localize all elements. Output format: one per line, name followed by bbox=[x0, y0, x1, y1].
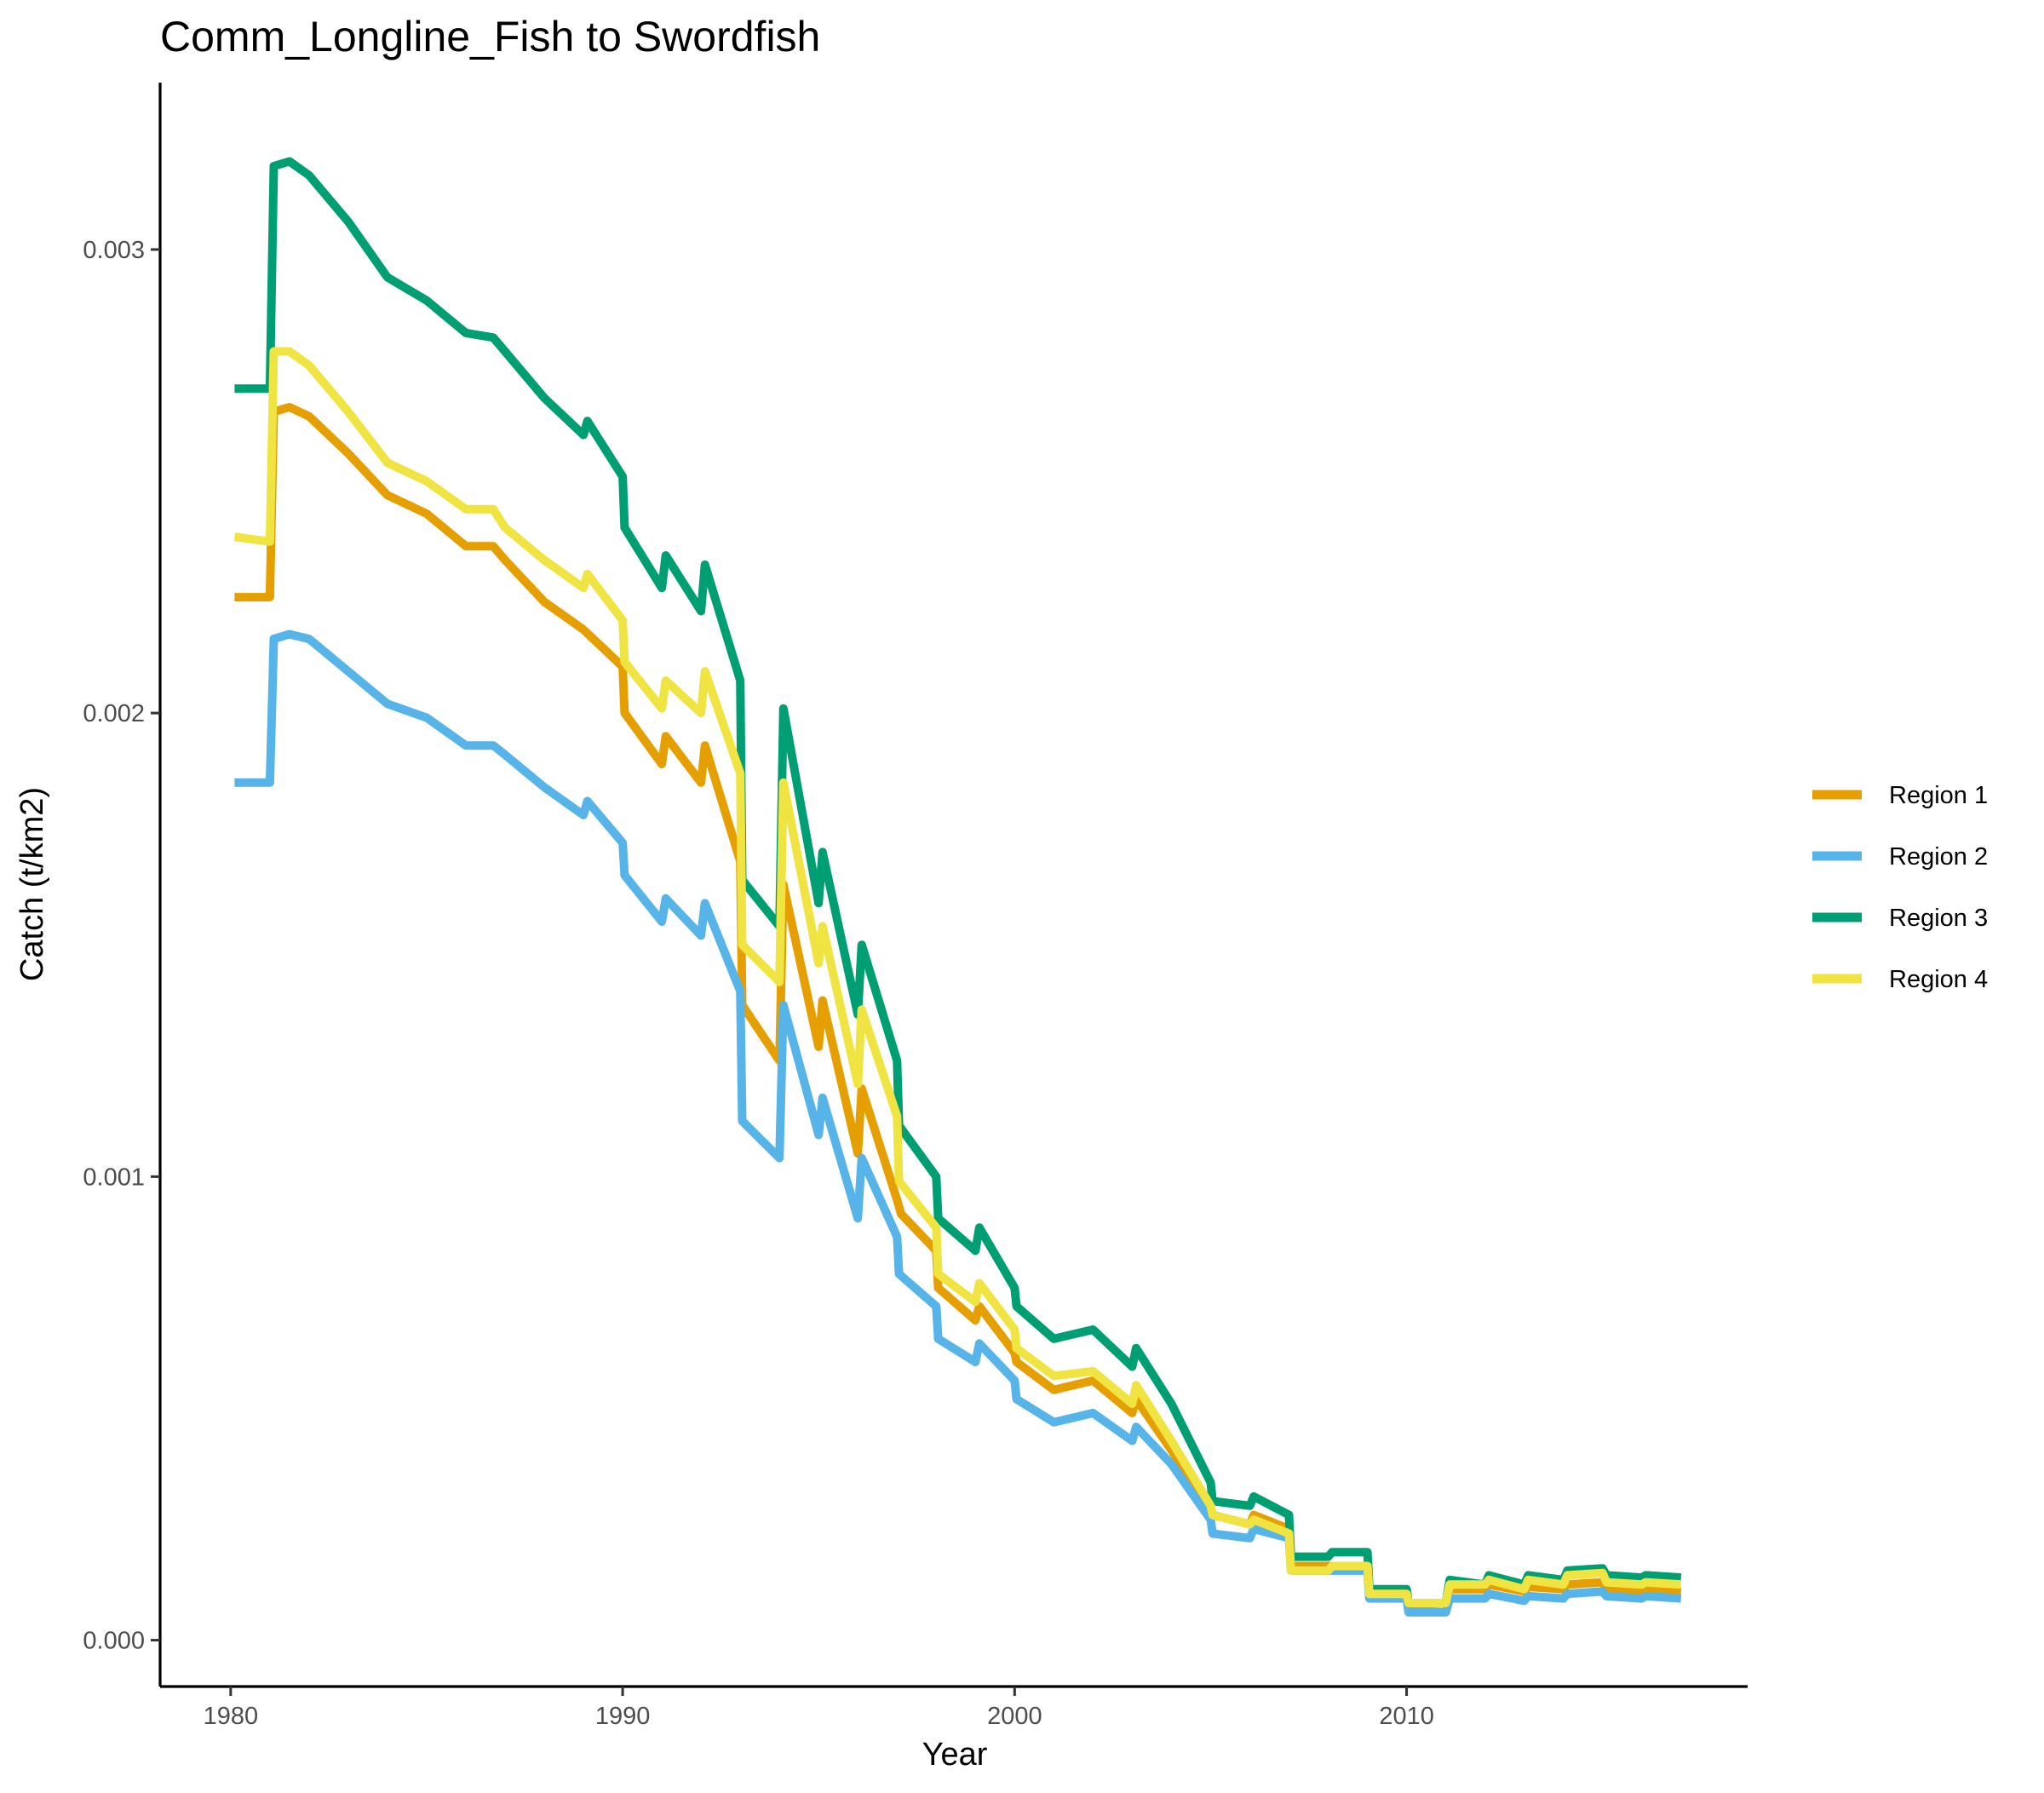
y-tick-label: 0.000 bbox=[83, 1628, 145, 1655]
legend-item-region-1: Region 1 bbox=[1812, 782, 1988, 809]
legend-label: Region 3 bbox=[1889, 905, 1988, 932]
series-line-region-2 bbox=[234, 629, 1682, 1617]
legend-label: Region 1 bbox=[1889, 782, 1988, 809]
x-tick-label: 1990 bbox=[595, 1703, 651, 1730]
legend: Region 1 Region 2 Region 3 Region 4 bbox=[1812, 782, 1988, 993]
y-tick-label: 0.003 bbox=[83, 237, 145, 264]
plot-area bbox=[233, 157, 1682, 1617]
y-axis-title: Catch (t/km2) bbox=[14, 787, 50, 981]
series-line-region-4 bbox=[233, 347, 1682, 1607]
legend-label: Region 4 bbox=[1889, 966, 1988, 993]
y-axis-ticks: 0.000 0.001 0.002 0.003 bbox=[83, 237, 160, 1655]
chart-title: Comm_Longline_Fish to Swordfish bbox=[160, 13, 820, 60]
legend-item-region-3: Region 3 bbox=[1812, 905, 1988, 932]
y-tick-label: 0.002 bbox=[83, 700, 145, 727]
x-axis-title: Year bbox=[922, 1737, 988, 1773]
legend-item-region-2: Region 2 bbox=[1812, 843, 1988, 871]
legend-label: Region 2 bbox=[1889, 843, 1988, 871]
x-axis-ticks: 1980 1990 2000 2010 bbox=[204, 1687, 1434, 1730]
x-tick-label: 1980 bbox=[204, 1703, 259, 1730]
series-line-region-1 bbox=[234, 403, 1682, 1610]
legend-item-region-4: Region 4 bbox=[1812, 966, 1988, 993]
x-tick-label: 2010 bbox=[1379, 1703, 1434, 1730]
y-tick-label: 0.001 bbox=[83, 1164, 145, 1191]
x-tick-label: 2000 bbox=[987, 1703, 1042, 1730]
